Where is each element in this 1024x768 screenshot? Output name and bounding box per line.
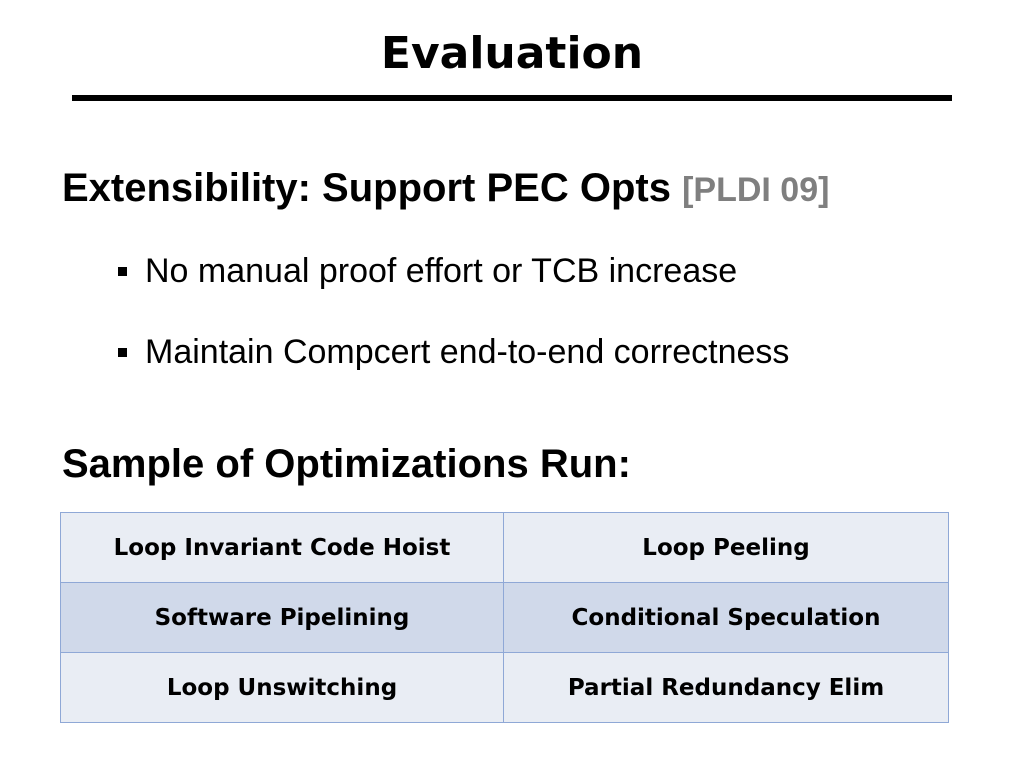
- optimizations-heading: Sample of Optimizations Run:: [62, 442, 631, 486]
- bullet-text: Maintain Compcert end-to-end correctness: [145, 332, 790, 371]
- title-divider: [72, 95, 952, 101]
- table-cell: Loop Invariant Code Hoist: [60, 512, 504, 583]
- slide-title: Evaluation: [380, 28, 644, 79]
- optimizations-table: Loop Invariant Code Hoist Loop Peeling S…: [60, 512, 949, 723]
- extensibility-heading-text: Extensibility: Support PEC Opts: [62, 166, 671, 210]
- table-row: Loop Unswitching Partial Redundancy Elim: [60, 652, 949, 723]
- table-row: Software Pipelining Conditional Speculat…: [60, 582, 949, 653]
- square-bullet-icon: [118, 266, 127, 276]
- table-cell: Conditional Speculation: [503, 582, 949, 653]
- table-cell: Software Pipelining: [60, 582, 504, 653]
- extensibility-heading: Extensibility: Support PEC Opts [PLDI 09…: [62, 164, 829, 214]
- square-bullet-icon: [118, 347, 127, 357]
- citation-label: [PLDI 09]: [682, 171, 830, 209]
- table-cell: Partial Redundancy Elim: [503, 652, 949, 723]
- bullet-item: No manual proof effort or TCB increase: [118, 248, 789, 294]
- bullet-list: No manual proof effort or TCB increase M…: [118, 248, 789, 410]
- table-row: Loop Invariant Code Hoist Loop Peeling: [60, 512, 949, 583]
- bullet-text: No manual proof effort or TCB increase: [145, 251, 738, 290]
- bullet-item: Maintain Compcert end-to-end correctness: [118, 329, 789, 375]
- table-cell: Loop Peeling: [503, 512, 949, 583]
- table-cell: Loop Unswitching: [60, 652, 504, 723]
